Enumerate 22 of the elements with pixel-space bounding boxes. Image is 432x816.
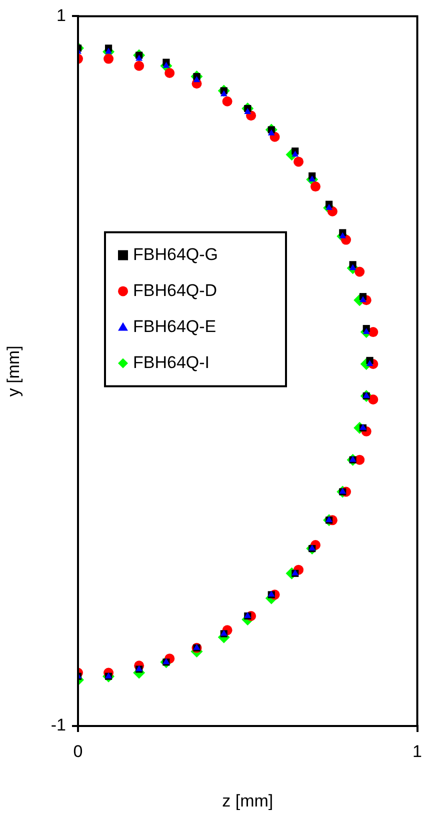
x-tick-label: 0 [73, 742, 83, 761]
point [294, 156, 304, 167]
y-axis-title: y [mm] [4, 346, 23, 397]
point [368, 327, 378, 338]
legend-label: FBH64Q-E [133, 316, 216, 336]
point [366, 360, 374, 366]
point [362, 328, 370, 334]
point [368, 394, 378, 404]
point [134, 60, 144, 71]
point [104, 54, 114, 64]
legend-label: FBH64Q-G [133, 244, 218, 264]
legend-label: FBH64Q-D [133, 280, 218, 300]
point [339, 232, 346, 238]
point [164, 68, 175, 78]
legend-label: FBH64Q-I [133, 352, 210, 372]
point [193, 76, 200, 82]
x-axis-title: z [mm] [222, 791, 274, 810]
point [310, 182, 320, 192]
y-tick-label: -1 [50, 716, 66, 735]
point [354, 266, 365, 277]
point [105, 48, 112, 54]
point [222, 96, 232, 106]
